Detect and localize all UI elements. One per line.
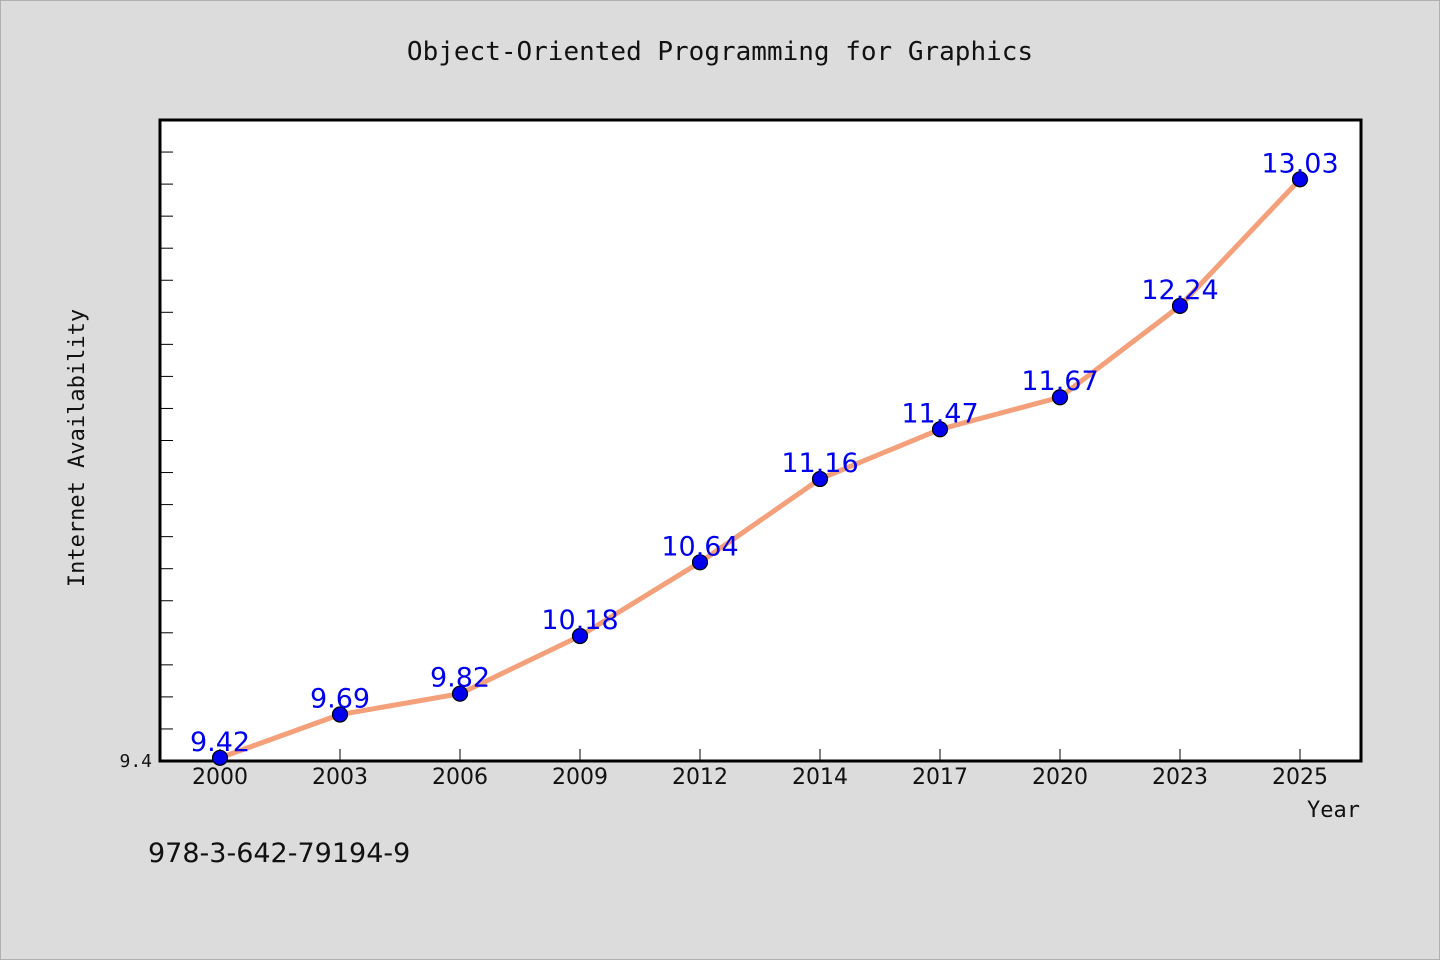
data-label: 11.16 <box>781 448 858 479</box>
data-point <box>451 685 469 702</box>
data-label: 12.24 <box>1141 275 1218 306</box>
x-tick-label: 2017 <box>912 765 968 790</box>
data-label: 9.82 <box>430 663 490 694</box>
isbn-footnote: 978-3-642-79194-9 <box>148 838 410 869</box>
x-tick-label: 2023 <box>1152 765 1208 790</box>
data-label: 10.64 <box>661 531 738 562</box>
x-tick-label: 2006 <box>432 765 488 790</box>
data-point <box>331 706 349 723</box>
x-tick-label: 2009 <box>552 765 608 790</box>
data-point <box>1171 297 1189 314</box>
data-label: 11.47 <box>901 398 978 429</box>
data-point <box>931 421 949 438</box>
x-tick-label: 2012 <box>672 765 728 790</box>
y-axis-label: Internet Availability <box>65 309 90 587</box>
plot-area <box>158 118 1363 763</box>
data-label: 10.18 <box>541 605 618 636</box>
y-tick-label: 9.4 <box>119 751 152 772</box>
x-axis-label: Year <box>1307 798 1360 823</box>
x-tick-label: 2025 <box>1272 765 1328 790</box>
data-point <box>571 627 589 645</box>
data-label: 9.69 <box>310 684 370 715</box>
chart-title: Object-Oriented Programming for Graphics <box>407 37 1033 67</box>
data-point <box>211 749 229 766</box>
data-point <box>1051 389 1069 406</box>
data-point <box>1291 171 1309 188</box>
x-tick-label: 2000 <box>192 765 248 790</box>
y-axis-ticks <box>160 151 173 762</box>
data-label: 9.42 <box>190 727 250 758</box>
x-tick-label: 2020 <box>1032 765 1088 790</box>
x-axis-ticks: 2000 2003 2006 2009 2012 2014 2017 2020 2023 2025 <box>192 749 1328 790</box>
x-tick-label: 2003 <box>312 765 368 790</box>
data-label: 13.03 <box>1261 148 1338 179</box>
data-labels: 9.42 9.69 9.82 10.18 10.64 11.16 11.47 11.67 12.… <box>190 148 1339 758</box>
data-point <box>811 470 829 488</box>
data-markers <box>211 171 1309 766</box>
series-line <box>217 176 1303 761</box>
data-point <box>691 554 709 571</box>
data-label: 11.67 <box>1021 366 1098 397</box>
x-tick-label: 2014 <box>792 765 848 790</box>
